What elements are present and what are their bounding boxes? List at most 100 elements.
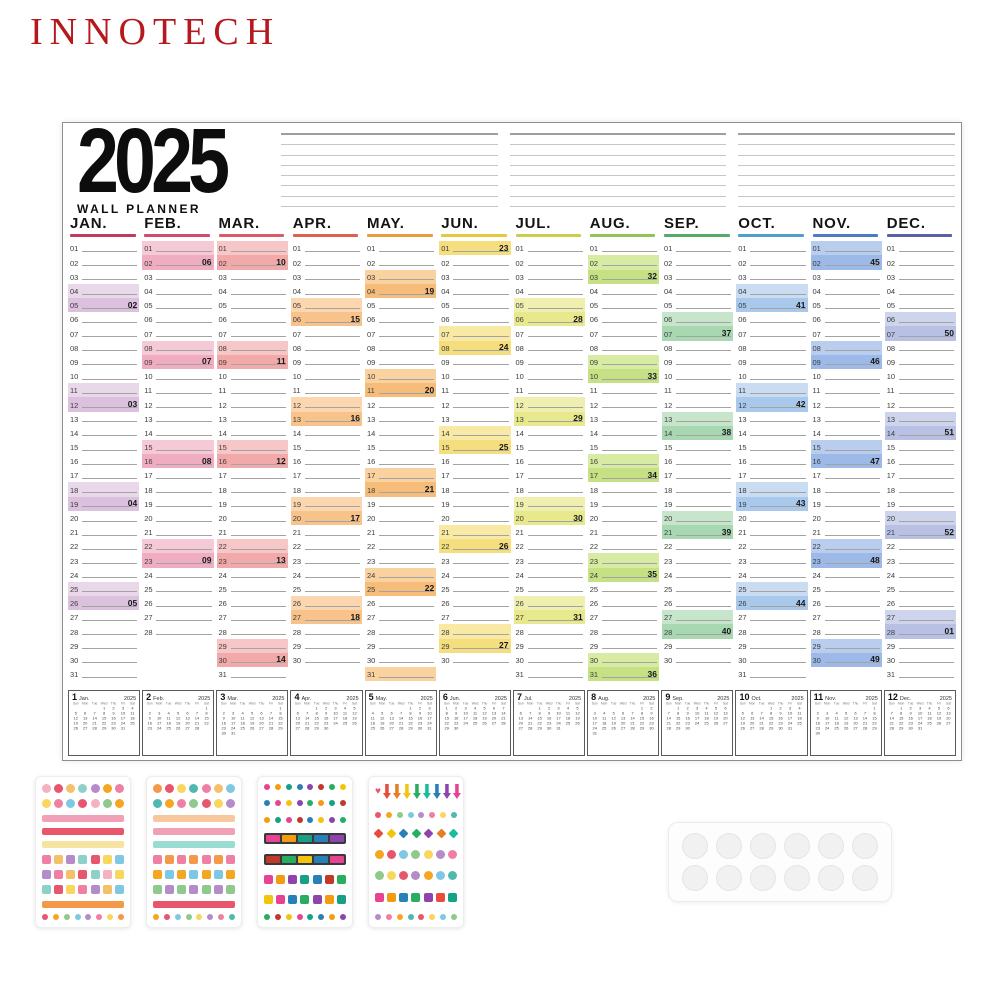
mini-calendar-month-number: 9 (665, 692, 671, 702)
date-row: 19 (885, 497, 956, 511)
weekday-label: Sat (574, 702, 580, 706)
date-line (82, 492, 138, 494)
date-row: 22 (142, 539, 214, 554)
mini-calendar-8: 8 Aug. 2025 Sun Mon Tue Wed Thu Fri Sat 1 2 3 4 5 6 7 8 9 1… (587, 690, 660, 756)
date-line (750, 477, 806, 479)
sticker-row-strip (42, 900, 124, 908)
date-number: 05 (144, 301, 153, 311)
day-cell: 23 (147, 726, 153, 731)
date-line (82, 250, 138, 252)
weekday-label: Sun (888, 702, 895, 706)
date-line (304, 435, 360, 437)
day-cell: 22 (407, 721, 413, 726)
day-cell: 27 (518, 726, 523, 731)
day-cell: 4 (131, 706, 134, 711)
date-line (676, 520, 732, 522)
date-line (527, 378, 583, 380)
date-number: 01 (218, 244, 227, 254)
date-row: 26 (513, 595, 585, 611)
sticker-square-icon (153, 869, 162, 879)
mini-calendar-header: 7 Jul. 2025 (514, 691, 584, 702)
day-cell: 2 (454, 706, 458, 711)
date-line (527, 506, 583, 508)
day-cell: 23 (324, 721, 329, 726)
adhesive-dot (682, 833, 708, 859)
date-number: 14 (886, 428, 896, 438)
date-row: 25 (588, 582, 659, 596)
week-number: 40 (721, 626, 732, 636)
date-line (453, 634, 509, 635)
date-row: 18 (514, 482, 585, 496)
weekday-label: Sat (278, 702, 284, 706)
week-number: 10 (276, 257, 286, 268)
sticker-dot-icon (63, 913, 70, 920)
date-number: 21 (70, 528, 79, 538)
date-row: 10 (217, 369, 288, 383)
date-number: 11 (367, 386, 375, 396)
date-row: 24 (142, 568, 213, 582)
weekday-label: Tue (536, 702, 543, 706)
week-number: 04 (127, 498, 138, 509)
date-row: 25 (68, 581, 140, 596)
sticker-diamond-icon (386, 828, 396, 839)
sticker-circle-icon (399, 871, 409, 880)
note-lines-area (281, 133, 956, 207)
day-cell: 26 (176, 726, 181, 731)
sticker-row-strip (42, 827, 124, 835)
date-number: 23 (738, 556, 747, 566)
date-row: 28 (68, 624, 139, 638)
date-line (230, 591, 286, 593)
sticker-dot-icon (318, 816, 325, 823)
date-line (750, 662, 806, 664)
date-row: 31 (217, 667, 288, 681)
weekday-label: Sat (945, 702, 951, 706)
date-number: 11 (664, 386, 672, 396)
date-number: 14 (515, 428, 524, 438)
date-row: 04 (588, 284, 659, 298)
day-cell: 30 (221, 731, 227, 736)
date-number: 04 (292, 287, 302, 296)
mini-calendar-6: 6 Jun. 2025 Sun Mon Tue Wed Thu Fri Sat 1 2 3 4 5 6 7 8 9 1… (438, 690, 511, 756)
day-cell: 2 (650, 706, 653, 711)
mini-calendar-year: 2025 (198, 696, 211, 702)
day-cell: 31 (788, 726, 793, 731)
date-line (676, 364, 732, 366)
date-row: 29 27 (439, 638, 511, 653)
date-number: 03 (589, 272, 599, 282)
day-cell: 2 (547, 706, 551, 711)
date-number: 05 (886, 301, 896, 311)
date-number: 15 (812, 443, 821, 453)
mini-calendar-7: 7 Jul. 2025 Sun Mon Tue Wed Thu Fri Sat 1 2 3 4 5 6 7 8 9 1… (512, 690, 586, 756)
date-row: 15 (736, 440, 807, 454)
date-number: 26 (292, 599, 302, 609)
sticker-dot-icon (396, 811, 403, 818)
brand-logo: INNOTECH (30, 11, 281, 53)
weekday-label: Wed (619, 702, 627, 706)
sticker-circle-icon (213, 784, 223, 793)
date-row: 15 (291, 440, 362, 454)
weekday-label: Tue (240, 702, 246, 706)
date-row: 08 (216, 340, 288, 355)
date-number: 25 (144, 584, 153, 594)
sticker-dot-icon (207, 913, 214, 920)
date-line (601, 321, 657, 323)
mini-calendar-body: Sun Mon Tue Wed Thu Fri Sat 1 2 3 4 5 6 7 8 9 10 11 12 13 14… (217, 702, 287, 736)
date-row: 07 (68, 326, 139, 340)
date-line (824, 534, 880, 536)
date-number: 24 (292, 570, 302, 580)
date-row: 31 (365, 666, 437, 682)
date-line (601, 591, 657, 593)
mini-calendar-grid: Sun Mon Tue Wed Thu Fri Sat 1 2 3 4 5 6 7 8 9 10 11 12 13 14… (887, 702, 953, 731)
weekday-label: Sat (352, 702, 358, 706)
date-row: 20 17 (290, 510, 362, 525)
date-number: 05 (589, 301, 599, 311)
mini-calendar-body: Sun Mon Tue Wed Thu Fri Sat 1 2 3 4 5 6 7 8 9 10 11 12 13 14… (811, 702, 881, 736)
date-line (824, 548, 880, 550)
date-number: 26 (218, 599, 227, 609)
date-number: 21 (738, 528, 747, 538)
sticker-circle-icon (78, 784, 88, 793)
sticker-square-icon (189, 854, 199, 864)
date-number: 22 (70, 542, 79, 552)
day-cell: 25 (797, 721, 803, 726)
date-number: 05 (441, 301, 450, 311)
